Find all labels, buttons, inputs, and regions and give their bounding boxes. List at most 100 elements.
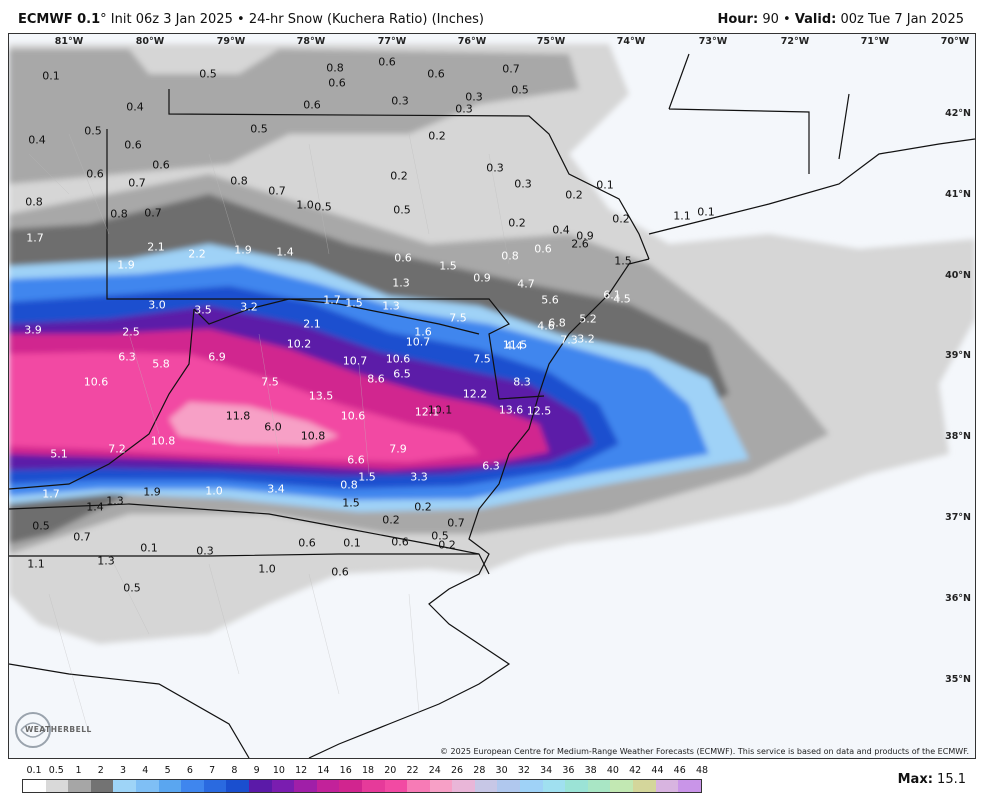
legend-label: 18 <box>361 765 375 776</box>
snow-value-label: 13.5 <box>308 389 334 403</box>
snow-value-label: 0.1 <box>140 541 158 555</box>
snow-value-label: 0.7 <box>73 530 91 544</box>
snow-value-label: 0.6 <box>378 55 396 69</box>
latitude-label: 37°N <box>945 512 971 523</box>
snow-value-label: 7.5 <box>261 375 279 389</box>
snow-value-label: 4.7 <box>517 277 535 291</box>
max-value: Max: 15.1 <box>898 772 966 787</box>
snow-value-label: 1.3 <box>106 494 124 508</box>
hour-label: Hour: <box>717 12 759 27</box>
legend-label: 14 <box>317 765 330 776</box>
snowfall-map: 81°W 80°W 79°W 78°W 77°W 76°W 75°W 74°W 73°W 72°W… <box>8 33 976 759</box>
snow-value-label: 1.3 <box>97 554 115 568</box>
legend-label: 44 <box>651 765 664 776</box>
latitude-label: 36°N <box>945 593 971 604</box>
hour-value: 90 <box>762 12 779 27</box>
snow-value-label: 0.7 <box>447 516 465 530</box>
atlantic-coast <box>308 258 650 758</box>
legend-color-cell <box>45 780 69 792</box>
longitude-label: 77°W <box>377 36 407 47</box>
snow-value-label: 0.6 <box>534 242 552 256</box>
legend-color-cell <box>678 780 701 792</box>
snow-value-label: 6.5 <box>393 367 411 381</box>
snow-value-label: 0.9 <box>473 271 491 285</box>
longitude-label: 71°W <box>860 36 890 47</box>
snow-value-label: 7.3 <box>560 333 578 347</box>
snow-value-label: 0.3 <box>514 177 532 191</box>
legend-color-cell <box>452 780 475 792</box>
snow-value-label: 0.6 <box>303 98 321 112</box>
snow-value-label: 10.8 <box>150 434 176 448</box>
snow-value-label: 12.5 <box>526 404 552 418</box>
legend-color-cell <box>610 780 634 792</box>
snow-value-label: 0.5 <box>84 124 102 138</box>
legend-color-cell <box>565 780 588 792</box>
snow-value-label: 1.7 <box>26 231 44 245</box>
legend-color-cell <box>135 780 159 792</box>
legend-label: 0.1 <box>26 765 42 776</box>
legend-label: 22 <box>406 765 419 776</box>
longitude-label: 76°W <box>457 36 487 47</box>
snow-value-label: 3.2 <box>577 332 595 346</box>
legend-label: 6 <box>186 765 193 776</box>
snow-value-label: 6.8 <box>548 316 566 330</box>
snow-value-label: 3.0 <box>148 298 166 312</box>
snow-value-label: 2.1 <box>147 240 165 254</box>
county-grid-lines <box>28 133 510 735</box>
legend-color-cell <box>520 780 543 792</box>
legend-bar <box>22 779 702 793</box>
legend-label: 24 <box>428 765 441 776</box>
latitude-label: 40°N <box>945 270 971 281</box>
legend-label: 26 <box>451 765 464 776</box>
snow-value-label: 5.6 <box>541 293 559 307</box>
snow-value-label: 0.7 <box>502 62 520 76</box>
snow-value-label: 0.6 <box>124 138 142 152</box>
county-lines <box>28 133 510 735</box>
snow-value-label: 0.7 <box>268 184 286 198</box>
legend-label: 7 <box>209 765 216 776</box>
legend-label: 4 <box>142 765 149 776</box>
max-number: 15.1 <box>937 772 966 787</box>
latitude-label: 39°N <box>945 350 971 361</box>
legend-label: 8 <box>231 765 238 776</box>
snow-value-label: 6.0 <box>264 420 282 434</box>
snow-value-label: 10.7 <box>405 335 431 349</box>
legend-color-cell <box>316 780 340 792</box>
copyright-notice: © 2025 European Centre for Medium-Range … <box>440 747 969 756</box>
snow-value-label: 1.6 <box>414 325 432 339</box>
snow-value-label: 0.1 <box>596 178 614 192</box>
legend-color-cell <box>339 780 362 792</box>
legend-label: 1 <box>75 765 82 776</box>
snow-value-label: 6.6 <box>347 453 365 467</box>
color-legend: 0.1 0.5 1 2 3 4 5 6 7 8 9 10 12 14 16 18 20 22 24 26 28 30 32 3… <box>22 763 708 803</box>
snow-value-label: 8.6 <box>367 372 385 386</box>
legend-color-cell <box>271 780 295 792</box>
snow-value-label: 1.4 <box>276 245 294 259</box>
longitude-label: 80°W <box>135 36 165 47</box>
legend-color-cell <box>294 780 317 792</box>
snow-value-label: 7.5 <box>473 352 491 366</box>
snow-value-label: 1.1 <box>673 209 691 223</box>
longitude-label: 81°W <box>54 36 84 47</box>
legend-color-cell <box>587 780 611 792</box>
legend-color-cell <box>23 780 46 792</box>
legend-label: 10 <box>272 765 285 776</box>
new-england-coast <box>648 138 975 235</box>
legend-label: 2 <box>97 765 104 776</box>
snow-value-label: 8.3 <box>513 375 531 389</box>
legend-color-cell <box>226 780 249 792</box>
snow-value-label: 0.5 <box>393 203 411 217</box>
snow-value-label: 0.9 <box>576 229 594 243</box>
legend-color-cell <box>474 780 498 792</box>
snow-value-label: 5.2 <box>579 312 597 326</box>
snow-value-label: 11.5 <box>502 338 528 352</box>
snow-value-label: 11.8 <box>225 409 251 423</box>
snow-value-label: 0.3 <box>465 90 483 104</box>
snow-value-label: 0.6 <box>86 167 104 181</box>
snow-value-label: 0.2 <box>438 538 456 552</box>
snow-value-label: 0.2 <box>382 513 400 527</box>
legend-color-cell <box>90 780 114 792</box>
legend-label: 42 <box>629 765 642 776</box>
product-name: 24-hr Snow (Kuchera Ratio) (Inches) <box>248 12 484 27</box>
legend-label: 36 <box>562 765 575 776</box>
